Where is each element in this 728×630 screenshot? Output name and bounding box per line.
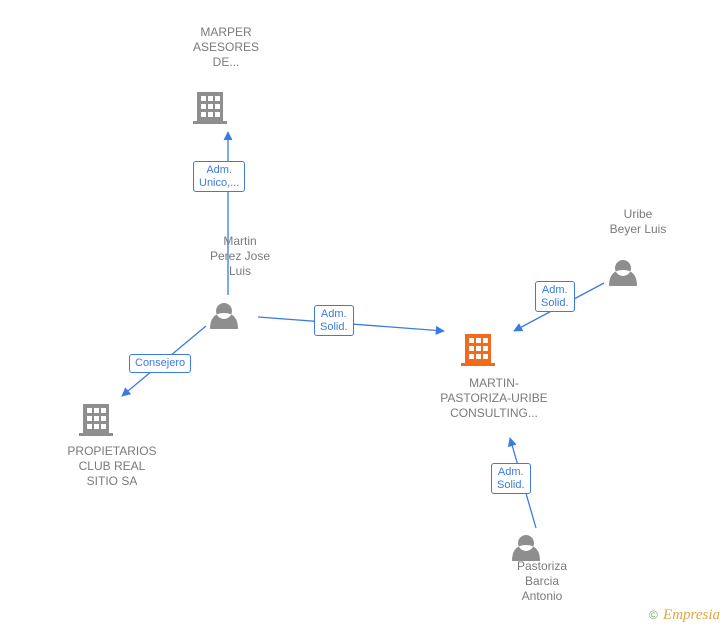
copyright: © Empresia bbox=[649, 607, 720, 624]
node-label-propietarios: PROPIETARIOS CLUB REAL SITIO SA bbox=[52, 444, 172, 489]
node-label-mpu: MARTIN- PASTORIZA-URIBE CONSULTING... bbox=[418, 376, 570, 421]
copyright-brand: Empresia bbox=[661, 607, 720, 623]
edge-label-martin-to-propietarios: Consejero bbox=[129, 354, 191, 373]
edge-label-martin-to-marper: Adm. Unico,... bbox=[193, 161, 245, 192]
node-label-marper: MARPER ASESORES DE... bbox=[176, 25, 276, 70]
node-label-uribe: Uribe Beyer Luis bbox=[578, 207, 698, 237]
edge-label-uribe-to-mpu: Adm. Solid. bbox=[535, 281, 575, 312]
node-label-martin-perez: Martin Perez Jose Luis bbox=[190, 234, 290, 279]
diagram-canvas bbox=[0, 0, 728, 630]
person-icon-uribe[interactable] bbox=[609, 260, 637, 286]
node-label-pastoriza: Pastoriza Barcia Antonio bbox=[482, 559, 602, 604]
edge-label-martin-to-mpu: Adm. Solid. bbox=[314, 305, 354, 336]
company-icon-propietarios[interactable] bbox=[79, 404, 113, 436]
edge-label-pastoriza-to-mpu: Adm. Solid. bbox=[491, 463, 531, 494]
person-icon-martin-perez[interactable] bbox=[210, 303, 238, 329]
person-icon-pastoriza[interactable] bbox=[512, 535, 540, 561]
copyright-symbol: © bbox=[649, 608, 658, 622]
company-icon-marper[interactable] bbox=[193, 92, 227, 124]
company-icon-mpu[interactable] bbox=[461, 334, 495, 366]
